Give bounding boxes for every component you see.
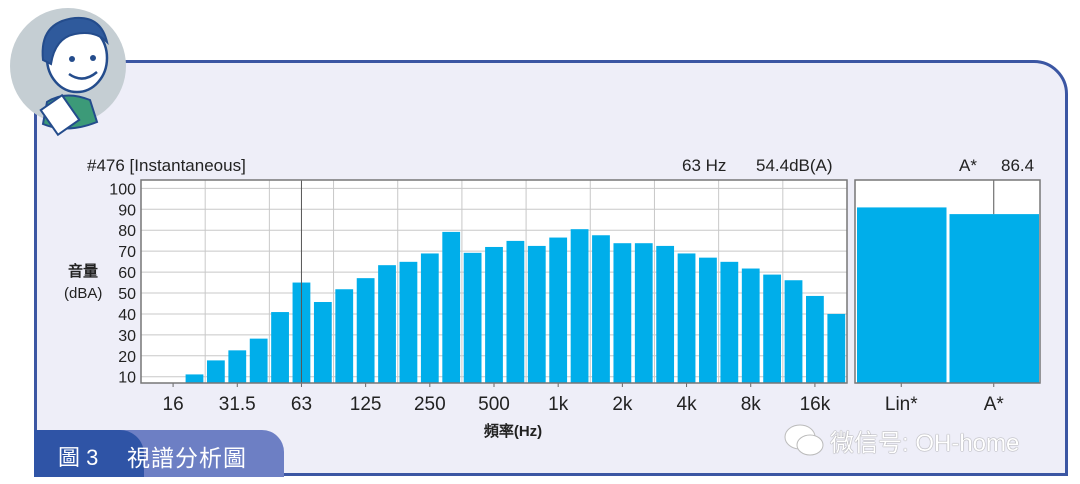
bar-630 bbox=[506, 240, 525, 383]
bar-400 bbox=[463, 252, 482, 383]
y-axis-label-line2: (dBA) bbox=[64, 285, 102, 302]
x-tick-label: 250 bbox=[414, 394, 446, 415]
x-tick-label: 2k bbox=[612, 394, 633, 415]
bar-2k bbox=[613, 243, 632, 383]
x-tick-label: 8k bbox=[741, 394, 762, 415]
bar-1.25k bbox=[570, 229, 589, 383]
bar-4k bbox=[677, 253, 696, 383]
bar-800 bbox=[527, 245, 546, 383]
y-tick-label: 70 bbox=[118, 244, 136, 261]
y-tick-label: 80 bbox=[118, 223, 136, 240]
overall-value: 86.4 bbox=[1001, 156, 1034, 175]
bar-315 bbox=[442, 231, 461, 383]
overall-x-tick-label: A* bbox=[984, 394, 1005, 415]
chart-title: #476 [Instantaneous] bbox=[87, 156, 246, 175]
wechat-icon bbox=[784, 424, 824, 456]
overall-x-tick-label: Lin* bbox=[885, 394, 918, 415]
bar-3.15k bbox=[656, 245, 675, 383]
bar-12.5k bbox=[784, 280, 803, 383]
figure-title: 視譜分析圖 bbox=[127, 445, 247, 471]
bar-20k bbox=[827, 313, 846, 383]
overall-bar-Lin* bbox=[857, 207, 947, 383]
bar-10k bbox=[763, 274, 782, 383]
watermark: 微信号: OH-home bbox=[830, 430, 1020, 457]
avatar-illustration bbox=[10, 8, 126, 137]
bar-125 bbox=[356, 278, 375, 383]
x-tick-label: 16k bbox=[800, 394, 831, 415]
overall-label: A* bbox=[959, 156, 977, 175]
bar-40 bbox=[249, 338, 268, 383]
bar-80 bbox=[313, 302, 332, 383]
bar-31.5 bbox=[228, 350, 247, 383]
bar-6.3k bbox=[720, 261, 739, 383]
x-tick-label: 31.5 bbox=[219, 394, 256, 415]
y-tick-label: 10 bbox=[118, 370, 136, 387]
figure-number-tab bbox=[34, 430, 144, 477]
x-tick-label: 1k bbox=[548, 394, 569, 415]
y-axis-label-line1: 音量 bbox=[68, 262, 98, 280]
y-tick-label: 90 bbox=[118, 202, 136, 219]
y-tick-label: 50 bbox=[118, 286, 136, 303]
cursor-frequency: 63 Hz bbox=[682, 156, 726, 175]
overall-plot-border bbox=[854, 179, 1041, 384]
bar-50 bbox=[271, 312, 289, 383]
y-tick-label: 40 bbox=[118, 307, 136, 324]
x-tick-label: 16 bbox=[163, 394, 184, 415]
x-tick-label: 63 bbox=[291, 394, 312, 415]
figure-number: 圖 3 bbox=[58, 445, 99, 470]
bar-500 bbox=[485, 246, 503, 383]
bar-25 bbox=[206, 360, 225, 383]
y-tick-label: 30 bbox=[118, 328, 136, 345]
bar-160 bbox=[378, 265, 396, 383]
bar-250 bbox=[420, 253, 439, 383]
bar-1k bbox=[549, 237, 568, 383]
x-tick-label: 500 bbox=[478, 394, 510, 415]
bar-1.6k bbox=[592, 235, 610, 383]
x-tick-label: 125 bbox=[350, 394, 382, 415]
bar-200 bbox=[399, 261, 418, 383]
bar-100 bbox=[335, 289, 354, 383]
bar-5k bbox=[699, 257, 717, 383]
bar-8k bbox=[741, 268, 760, 383]
cursor-level: 54.4dB(A) bbox=[756, 156, 833, 175]
overall-bar-A* bbox=[949, 214, 1039, 383]
bar-20 bbox=[185, 374, 204, 383]
x-axis-label: 頻率(Hz) bbox=[484, 422, 542, 440]
y-tick-label: 20 bbox=[118, 349, 136, 366]
plot-border bbox=[140, 179, 848, 384]
x-tick-label: 4k bbox=[677, 394, 698, 415]
y-tick-label: 100 bbox=[109, 181, 136, 198]
y-tick-label: 60 bbox=[118, 265, 136, 282]
bar-16k bbox=[806, 295, 824, 383]
bar-2.5k bbox=[634, 243, 653, 383]
